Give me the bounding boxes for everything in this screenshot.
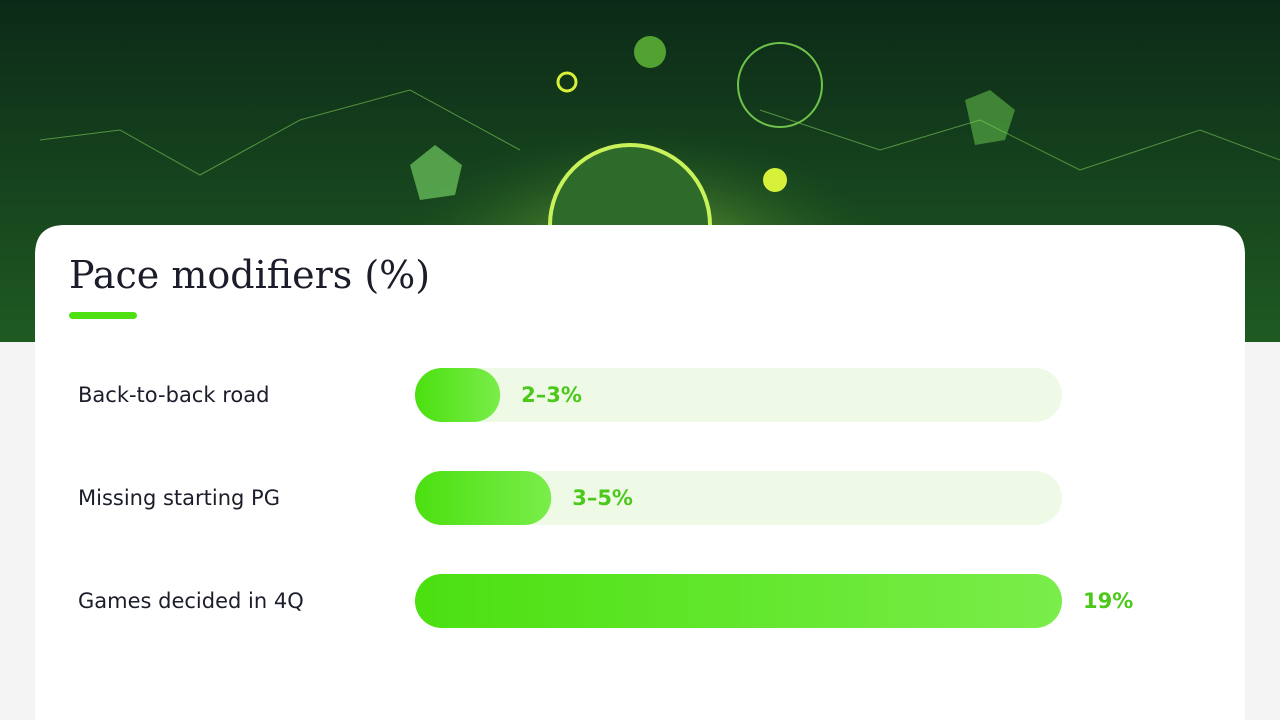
value-label: 2–3% bbox=[521, 383, 582, 407]
bar bbox=[415, 471, 552, 525]
bar bbox=[415, 368, 501, 422]
category-label: Back-to-back road bbox=[78, 383, 269, 407]
bar bbox=[415, 574, 1062, 628]
value-label: 3–5% bbox=[572, 486, 633, 510]
bar-track bbox=[415, 368, 1062, 422]
chart-title: Pace modifiers (%) bbox=[69, 253, 430, 297]
category-label: Missing starting PG bbox=[78, 486, 280, 510]
value-label: 19% bbox=[1083, 589, 1133, 613]
bar-track bbox=[415, 471, 1062, 525]
title-underline bbox=[69, 312, 137, 319]
category-label: Games decided in 4Q bbox=[78, 589, 304, 613]
